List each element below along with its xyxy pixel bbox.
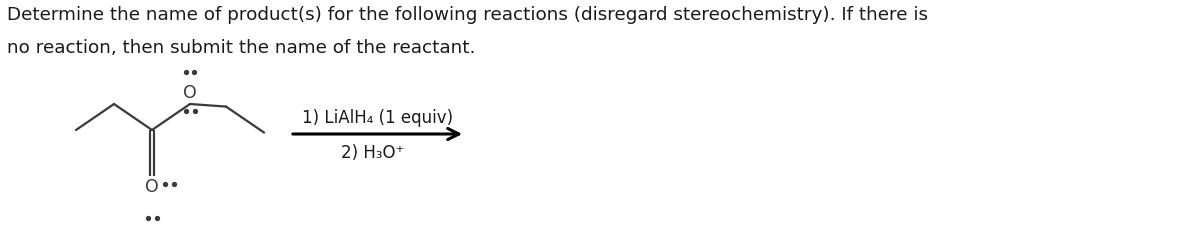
Text: Determine the name of product(s) for the following reactions (disregard stereoch: Determine the name of product(s) for the… xyxy=(7,6,928,24)
Text: 2) H₃O⁺: 2) H₃O⁺ xyxy=(341,144,404,162)
Text: 1) LiAlH₄ (1 equiv): 1) LiAlH₄ (1 equiv) xyxy=(302,109,454,127)
Text: no reaction, then submit the name of the reactant.: no reaction, then submit the name of the… xyxy=(7,39,475,57)
Text: O: O xyxy=(145,178,158,196)
Text: O: O xyxy=(184,84,197,103)
